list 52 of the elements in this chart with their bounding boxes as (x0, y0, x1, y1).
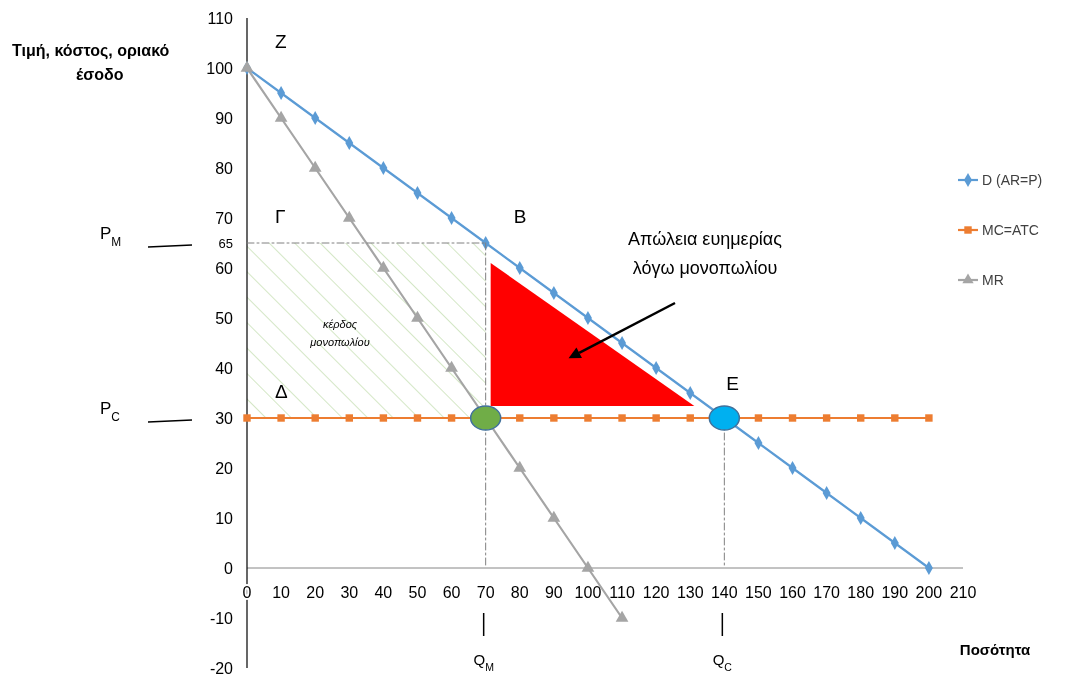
legend-label: D (AR=P) (982, 172, 1043, 188)
y-tick-label: 60 (215, 260, 234, 277)
x-axis-title: Ποσότητα (959, 641, 1031, 658)
x-tick-label: 40 (374, 584, 393, 601)
x-tick-label: 170 (813, 584, 841, 601)
y-tick-label: 65 (218, 236, 233, 251)
annotation: Δ (275, 381, 288, 402)
x-tick-label: 180 (847, 584, 875, 601)
x-tick-label: 100 (574, 584, 602, 601)
y-tick-label: 20 (215, 460, 234, 477)
y-tick-label: 100 (206, 60, 234, 77)
annotation: E (726, 373, 740, 394)
x-tick-label: 190 (881, 584, 909, 601)
y-tick-label: 110 (207, 10, 234, 27)
y-tick-label: 40 (215, 360, 234, 377)
x-tick-label: 60 (442, 584, 461, 601)
legend-label: MC=ATC (982, 222, 1039, 238)
annotation: Q$_{M}$ (473, 651, 494, 673)
y-tick-label: 90 (215, 110, 234, 127)
annotation: κέρδος μονοπωλίου (309, 318, 370, 348)
x-tick-label: 200 (915, 584, 943, 601)
y-tick-label: 50 (215, 310, 234, 327)
y-tick-label: -10 (209, 610, 234, 627)
x-tick-label: 10 (272, 584, 291, 601)
x-tick-label: 30 (340, 584, 359, 601)
y-tick-label: 0 (224, 560, 234, 577)
x-tick-label: 140 (710, 584, 738, 601)
y-tick-label: 70 (215, 210, 234, 227)
annotation: Z (275, 31, 287, 52)
x-tick-label: 50 (408, 584, 427, 601)
annotation: Q$_{C}$ (712, 651, 733, 673)
text: P$_{C}$ (100, 399, 121, 424)
x-tick-label: 120 (642, 584, 670, 601)
y-tick-label: 30 (215, 410, 234, 427)
x-tick-label: 210 (949, 584, 977, 601)
y-tick-label: 10 (215, 510, 234, 527)
annotation: Απώλεια ευημερίας λόγω μονοπωλίου (628, 229, 783, 278)
x-tick-label: 70 (476, 584, 495, 601)
x-tick-label: 90 (544, 584, 563, 601)
x-tick-label: 20 (306, 584, 325, 601)
y-axis-title: Τιμή, κόστος, οριακό έσοδο (12, 42, 170, 83)
x-tick-label: 80 (510, 584, 529, 601)
y-tick-label: -20 (209, 660, 234, 677)
y-tick-label: 80 (215, 160, 234, 177)
x-tick-label: 160 (779, 584, 806, 601)
annotation: Γ (275, 206, 286, 227)
x-tick-label: 130 (676, 584, 704, 601)
x-tick-label: 110 (609, 584, 635, 601)
annotation: B (513, 206, 527, 227)
legend-label: MR (982, 272, 1004, 288)
x-tick-label: 150 (745, 584, 772, 601)
text: P$_{M}$ (100, 224, 122, 249)
